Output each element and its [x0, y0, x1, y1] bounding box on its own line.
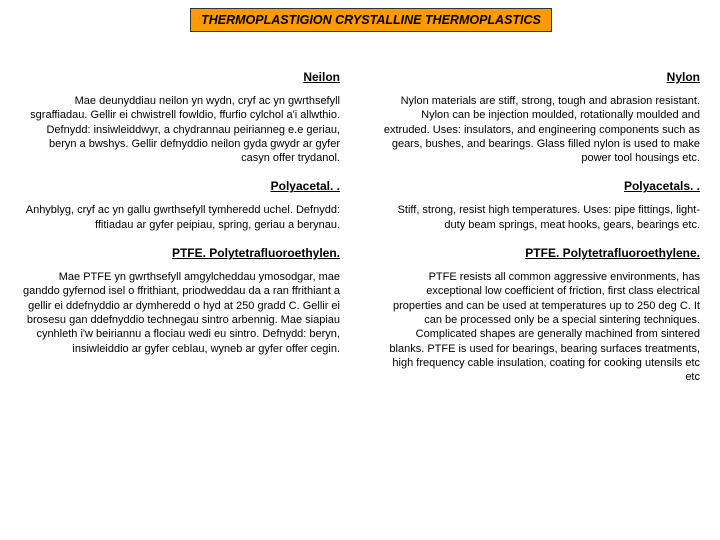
left-heading-2: Polyacetal. .	[20, 179, 340, 193]
slide-title: THERMOPLASTIGION CRYSTALLINE THERMOPLAST…	[190, 8, 552, 32]
left-text-2: Anhyblyg, cryf ac yn gallu gwrthsefyll t…	[20, 203, 340, 232]
right-heading-2: Polyacetals. .	[380, 179, 700, 193]
left-heading-3: PTFE. Polytetrafluoroethylen.	[20, 246, 340, 260]
right-column: Nylon Nylon materials are stiff, strong,…	[380, 70, 700, 384]
slide-container: THERMOPLASTIGION CRYSTALLINE THERMOPLAST…	[0, 0, 720, 540]
right-text-2: Stiff, strong, resist high temperatures.…	[380, 203, 700, 232]
left-heading-1: Neilon	[20, 70, 340, 84]
right-heading-1: Nylon	[380, 70, 700, 84]
columns: Neilon Mae deunyddiau neilon yn wydn, cr…	[20, 70, 700, 384]
right-text-1: Nylon materials are stiff, strong, tough…	[380, 94, 700, 165]
left-text-3: Mae PTFE yn gwrthsefyll amgylcheddau ymo…	[20, 270, 340, 356]
right-heading-3: PTFE. Polytetrafluoroethylene.	[380, 246, 700, 260]
right-text-3: PTFE resists all common aggressive envir…	[380, 270, 700, 384]
left-column: Neilon Mae deunyddiau neilon yn wydn, cr…	[20, 70, 340, 384]
left-text-1: Mae deunyddiau neilon yn wydn, cryf ac y…	[20, 94, 340, 165]
